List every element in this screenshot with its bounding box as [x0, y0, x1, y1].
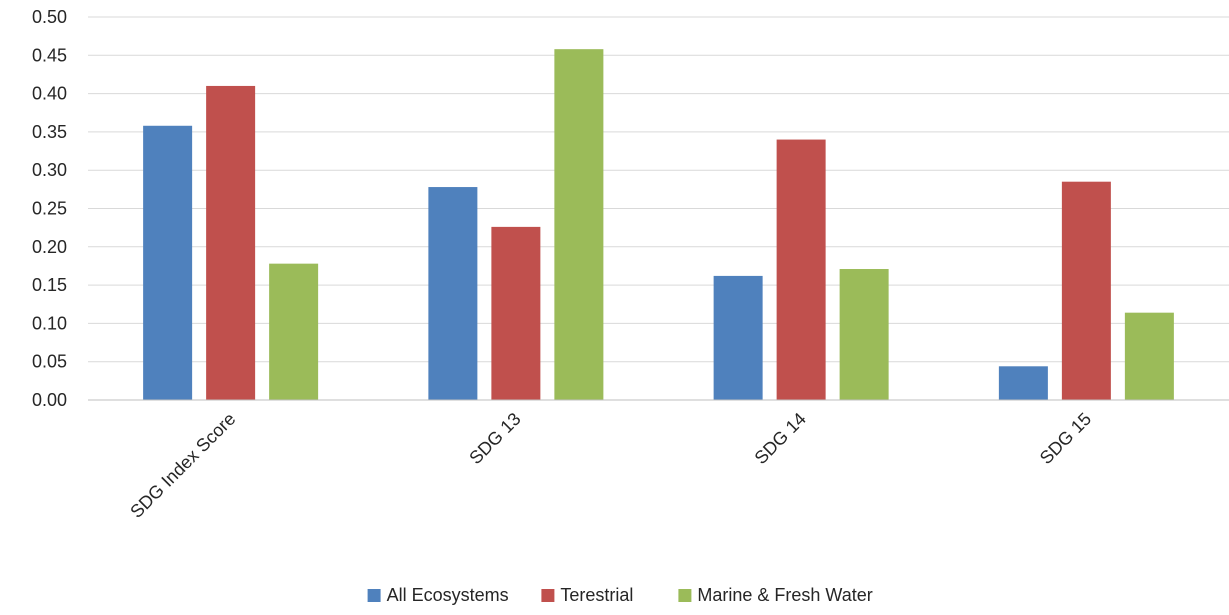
legend-item: All Ecosystems: [367, 585, 509, 605]
y-tick-label: 0.20: [32, 237, 67, 257]
legend-swatch: [367, 589, 381, 602]
x-category-label: SDG Index Score: [126, 409, 239, 522]
y-tick-label: 0.15: [32, 275, 67, 295]
bar-all-ecosystems-0: [143, 125, 193, 400]
bar-terestrial-3: [1061, 181, 1111, 400]
y-tick-label: 0.45: [32, 45, 67, 65]
legend-label: All Ecosystems: [387, 585, 509, 605]
bar-all-ecosystems-2: [713, 275, 763, 400]
legend-label: Terestrial: [560, 585, 633, 605]
bar-marine-fresh-water-1: [554, 49, 604, 401]
y-tick-label: 0.35: [32, 122, 67, 142]
legend-label: Marine & Fresh Water: [697, 585, 872, 605]
x-axis-categories: SDG Index Score SDG 13 SDG 14 SDG 15: [126, 409, 1095, 522]
bar-all-ecosystems-1: [428, 187, 478, 400]
bar-marine-fresh-water-0: [269, 263, 319, 400]
x-category-label: SDG 14: [751, 409, 810, 468]
bar-terestrial-2: [776, 139, 826, 400]
x-category-label: SDG 15: [1036, 409, 1095, 468]
bar-all-ecosystems-3: [998, 366, 1048, 400]
x-category-label: SDG 13: [465, 409, 524, 468]
y-tick-label: 0.30: [32, 160, 67, 180]
bar-terestrial-1: [491, 226, 541, 400]
y-tick-label: 0.50: [32, 7, 67, 27]
y-tick-label: 0.25: [32, 199, 67, 219]
legend-swatch: [541, 589, 555, 602]
y-tick-label: 0.10: [32, 313, 67, 333]
legend-item: Marine & Fresh Water: [678, 585, 873, 605]
y-tick-label: 0.40: [32, 84, 67, 104]
y-tick-label: 0.00: [32, 390, 67, 410]
bar-marine-fresh-water-2: [839, 269, 889, 400]
y-tick-label: 0.05: [32, 352, 67, 372]
legend-swatch: [678, 589, 692, 602]
bars: [143, 49, 1174, 401]
y-axis-ticks: 0.00 0.05 0.10 0.15 0.20 0.25 0.30 0.35 0.40 0.45…: [32, 7, 67, 410]
legend: All Ecosystems Terestrial Marine & Fresh W…: [367, 585, 873, 605]
legend-item: Terestrial: [541, 585, 633, 605]
bar-terestrial-0: [206, 85, 256, 400]
bar-marine-fresh-water-3: [1124, 312, 1174, 400]
gridlines: [88, 16, 1229, 363]
